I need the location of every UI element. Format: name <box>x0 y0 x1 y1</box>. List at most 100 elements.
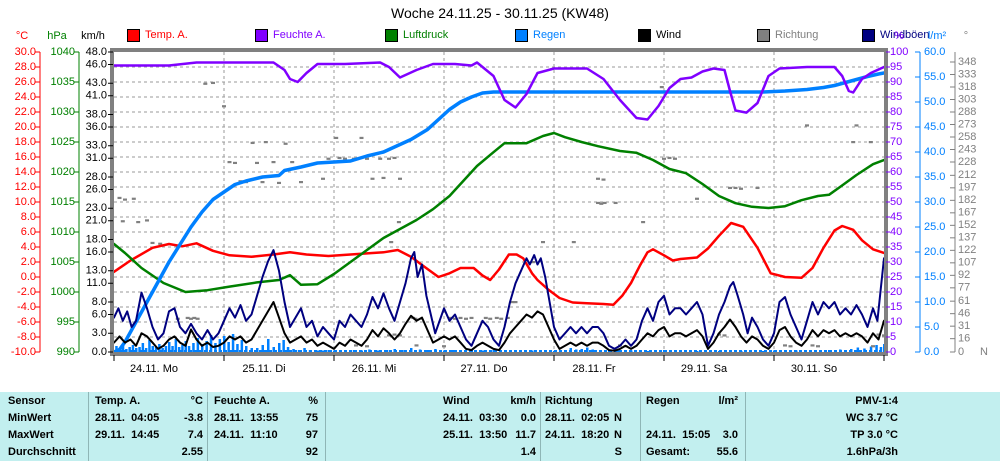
table-divider <box>640 392 641 461</box>
svg-text:40: 40 <box>890 226 902 238</box>
svg-text:25: 25 <box>890 271 902 283</box>
svg-text:5: 5 <box>890 331 896 343</box>
legend-item-direction: Richtung <box>757 29 818 42</box>
svg-text:12.0: 12.0 <box>15 181 36 193</box>
page-title: Woche 24.11.25 - 30.11.25 (KW48) <box>391 5 609 21</box>
svg-text:197: 197 <box>958 182 976 194</box>
svg-text:46.0: 46.0 <box>86 58 107 70</box>
svg-text:16: 16 <box>958 333 970 345</box>
svg-text:0.0: 0.0 <box>21 271 36 283</box>
svg-text:303: 303 <box>958 93 976 105</box>
svg-text:61: 61 <box>958 295 970 307</box>
svg-text:29.11. Sa: 29.11. Sa <box>681 363 728 375</box>
table-divider <box>540 392 541 461</box>
svg-text:hPa: hPa <box>47 30 67 42</box>
svg-text:4.0: 4.0 <box>21 241 36 253</box>
svg-text:30: 30 <box>890 256 902 268</box>
svg-text:43.0: 43.0 <box>86 77 107 89</box>
stats-hum-header: Feuchte A. <box>214 395 270 407</box>
wind-swatch-icon <box>638 29 651 42</box>
stats-temp-min: -3.8 <box>184 412 203 424</box>
legend-item-rain: Regen <box>515 29 565 42</box>
legend-label: Wind <box>656 29 682 41</box>
svg-text:24.0: 24.0 <box>15 91 36 103</box>
svg-text:25.0: 25.0 <box>924 221 945 233</box>
svg-text:5.0: 5.0 <box>924 321 939 333</box>
svg-text:48.0: 48.0 <box>86 46 107 58</box>
svg-text:15: 15 <box>890 301 902 313</box>
legend-label: Temp. A. <box>145 29 188 41</box>
svg-text:38.0: 38.0 <box>86 108 107 120</box>
svg-text:-4.0: -4.0 <box>17 301 36 313</box>
svg-text:16.0: 16.0 <box>86 246 107 258</box>
svg-text:41.0: 41.0 <box>86 90 107 102</box>
stats-dir-min: N <box>614 412 622 424</box>
svg-text:25.11. Di: 25.11. Di <box>242 363 285 375</box>
svg-text:1005: 1005 <box>51 256 75 268</box>
svg-text:243: 243 <box>958 143 976 155</box>
stats-wind-max-date: 25.11. 13:50 <box>443 429 508 441</box>
svg-text:20.0: 20.0 <box>15 121 36 133</box>
svg-text:24.11. Mo: 24.11. Mo <box>130 363 178 375</box>
legend-item-humidity: Feuchte A. <box>255 29 326 42</box>
stats-dir-min-date: 28.11. 02:05 <box>545 412 610 424</box>
table-divider <box>745 392 746 461</box>
svg-text:18.0: 18.0 <box>15 136 36 148</box>
stats-hum-min: 75 <box>305 412 318 424</box>
svg-text:35.0: 35.0 <box>924 171 945 183</box>
table-divider <box>207 392 208 461</box>
svg-text:26.0: 26.0 <box>15 76 36 88</box>
stats-temp-header: Temp. A. <box>95 395 141 407</box>
stats-hum-unit: % <box>308 395 318 407</box>
stats-dir-max: N <box>614 429 622 441</box>
svg-text:45: 45 <box>890 211 902 223</box>
svg-text:10: 10 <box>890 316 902 328</box>
legend-item-wind: Wind <box>638 29 681 42</box>
stats-dir-max-date: 24.11. 18:20 <box>545 429 610 441</box>
svg-text:28.0: 28.0 <box>15 61 36 73</box>
stats-rain-max-date: 24.11. 15:05 <box>646 429 711 441</box>
svg-text:167: 167 <box>958 207 976 219</box>
svg-text:36.0: 36.0 <box>86 121 107 133</box>
svg-text:3.0: 3.0 <box>92 327 107 339</box>
svg-text:6.0: 6.0 <box>92 308 107 320</box>
pressure-swatch-icon <box>385 29 398 42</box>
svg-text:212: 212 <box>958 169 976 181</box>
stats-temp-unit: °C <box>190 395 203 407</box>
stats-row-label-min: MinWert <box>8 412 52 424</box>
stats-wind-min-date: 24.11. 03:30 <box>443 412 508 424</box>
stats-hum-max-date: 24.11. 11:10 <box>214 429 278 441</box>
stats-header-sensor: Sensor <box>8 395 46 407</box>
svg-text:1020: 1020 <box>51 166 75 178</box>
svg-text:14.0: 14.0 <box>15 166 36 178</box>
svg-text:21.0: 21.0 <box>86 215 107 227</box>
svg-text:28.0: 28.0 <box>86 171 107 183</box>
table-divider <box>88 392 89 461</box>
svg-text:1040: 1040 <box>51 46 75 58</box>
svg-text:-10.0: -10.0 <box>11 346 36 358</box>
svg-text:°: ° <box>964 30 968 42</box>
svg-text:26.11. Mi: 26.11. Mi <box>352 363 396 375</box>
stats-rain-total-label: Gesamt: <box>646 446 691 458</box>
stats-pmv-dewpoint: TP 3.0 °C <box>850 429 898 441</box>
svg-text:77: 77 <box>958 282 970 294</box>
svg-text:288: 288 <box>958 106 976 118</box>
stats-temp-max: 7.4 <box>187 429 203 441</box>
svg-text:0: 0 <box>958 346 964 358</box>
svg-text:26.0: 26.0 <box>86 183 107 195</box>
legend-item-pressure: Luftdruck <box>385 29 448 42</box>
stats-pmv-header: PMV-1:4 <box>855 395 898 407</box>
svg-text:333: 333 <box>958 68 976 80</box>
stats-row-label-max: MaxWert <box>8 429 54 441</box>
svg-text:273: 273 <box>958 118 976 130</box>
weather-chart-plot: 30.028.026.024.022.020.018.016.014.012.0… <box>11 30 988 375</box>
legend-item-temp: Temp. A. <box>127 29 188 42</box>
svg-text:°C: °C <box>16 30 28 42</box>
stats-rain-header: Regen <box>646 395 680 407</box>
stats-rain-total: 55.6 <box>716 446 738 458</box>
svg-text:30.0: 30.0 <box>924 196 945 208</box>
temp-swatch-icon <box>127 29 140 42</box>
svg-text:45.0: 45.0 <box>924 121 945 133</box>
svg-text:228: 228 <box>958 156 976 168</box>
